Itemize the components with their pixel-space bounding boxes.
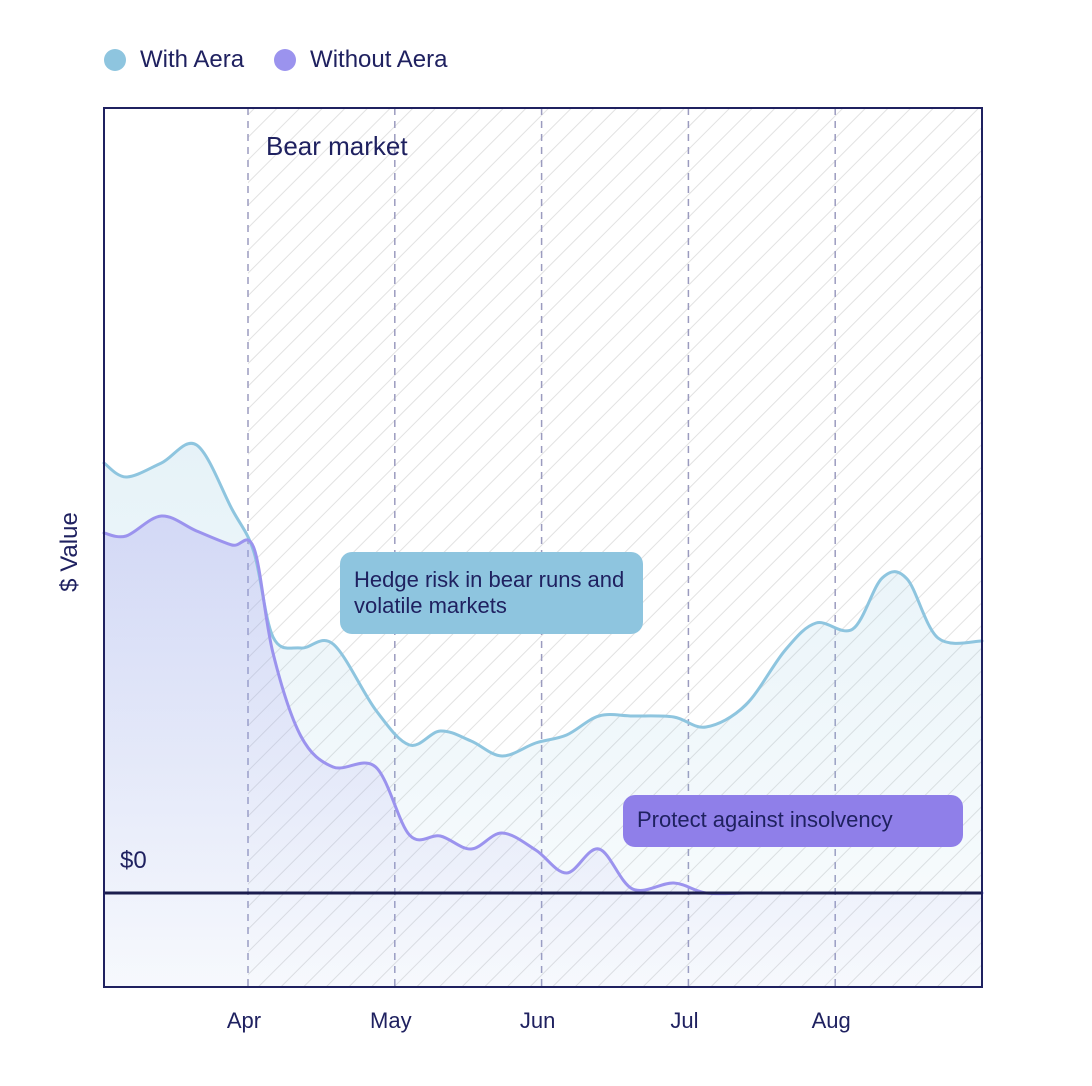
x-tick-jun: Jun: [519, 1008, 556, 1033]
protect-insolvency-callout: Protect against insolvency: [623, 795, 963, 847]
legend-label-without-aera: Without Aera: [310, 46, 448, 73]
y-axis-label: $ Value: [56, 512, 83, 592]
zero-value-label: $0: [120, 847, 147, 874]
without-aera-area: [104, 515, 982, 987]
bear-market-label: Bear market: [266, 131, 408, 161]
legend-dot-with-aera: [104, 49, 126, 71]
hedge-risk-callout: Hedge risk in bear runs and volatile mar…: [340, 552, 643, 634]
legend-item-with-aera[interactable]: With Aera: [104, 46, 244, 74]
legend-label-with-aera: With Aera: [140, 46, 245, 73]
x-tick-jul: Jul: [670, 1008, 699, 1033]
x-tick-aug: Aug: [811, 1008, 851, 1033]
legend: With Aera Without Aera: [104, 46, 447, 74]
plot-frame: [103, 107, 983, 988]
x-tick-may: May: [370, 1008, 412, 1033]
legend-dot-without-aera: [274, 49, 297, 71]
x-tick-apr: Apr: [226, 1008, 262, 1033]
with-aera-line[interactable]: [102, 441, 984, 758]
legend-item-without-aera[interactable]: Without Aera: [274, 46, 447, 74]
